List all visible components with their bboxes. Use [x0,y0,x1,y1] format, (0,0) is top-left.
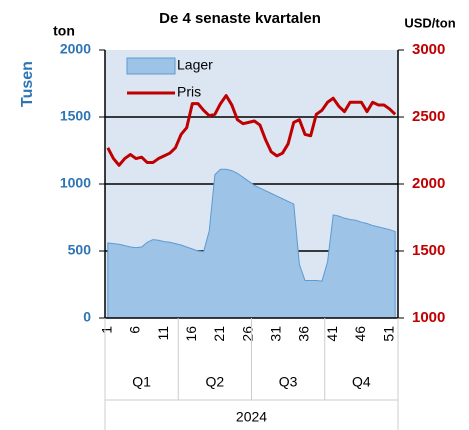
x-tick-label: 11 [155,326,171,341]
y2-tick-label: 1000 [412,309,445,326]
y2-axis-label: USD/ton [404,15,455,30]
y-tick-label: 500 [68,242,92,258]
quarter-label: Q2 [206,374,225,390]
legend-swatch [126,57,176,75]
y2-tick-label: 2500 [412,108,445,125]
y-tick-label: 2000 [60,41,91,57]
x-tick-label: 46 [352,326,368,342]
y-tick-label: 0 [83,309,91,325]
x-tick-label: 16 [183,326,199,342]
stock-area [107,168,396,319]
quarter-label: Q4 [352,374,371,390]
y2-tick-label: 2000 [412,175,445,192]
y-axis-label: Tusen [19,61,36,107]
y-unit: ton [53,23,75,39]
legend-label: Lager [177,57,213,73]
price-line [106,94,397,167]
y2-tick-label: 1500 [412,242,445,259]
chart-title: De 4 senaste kvartalen [159,10,321,27]
x-tick-label: 51 [380,326,396,342]
quarter-label: Q1 [132,374,151,390]
x-tick-label: 21 [211,326,227,342]
x-tick-label: 36 [296,326,312,342]
quarter-label: Q3 [279,374,298,390]
y-tick-label: 1000 [60,175,91,191]
legend-label: Pris [177,84,201,100]
x-tick-label: 6 [127,326,143,334]
x-tick-label: 26 [239,326,255,342]
year-label: 2024 [236,409,267,425]
y-tick-label: 1500 [60,108,91,124]
x-tick-label: 31 [268,326,284,342]
x-tick-label: 1 [99,326,115,334]
y2-tick-label: 3000 [412,41,445,58]
x-tick-label: 41 [324,326,340,342]
